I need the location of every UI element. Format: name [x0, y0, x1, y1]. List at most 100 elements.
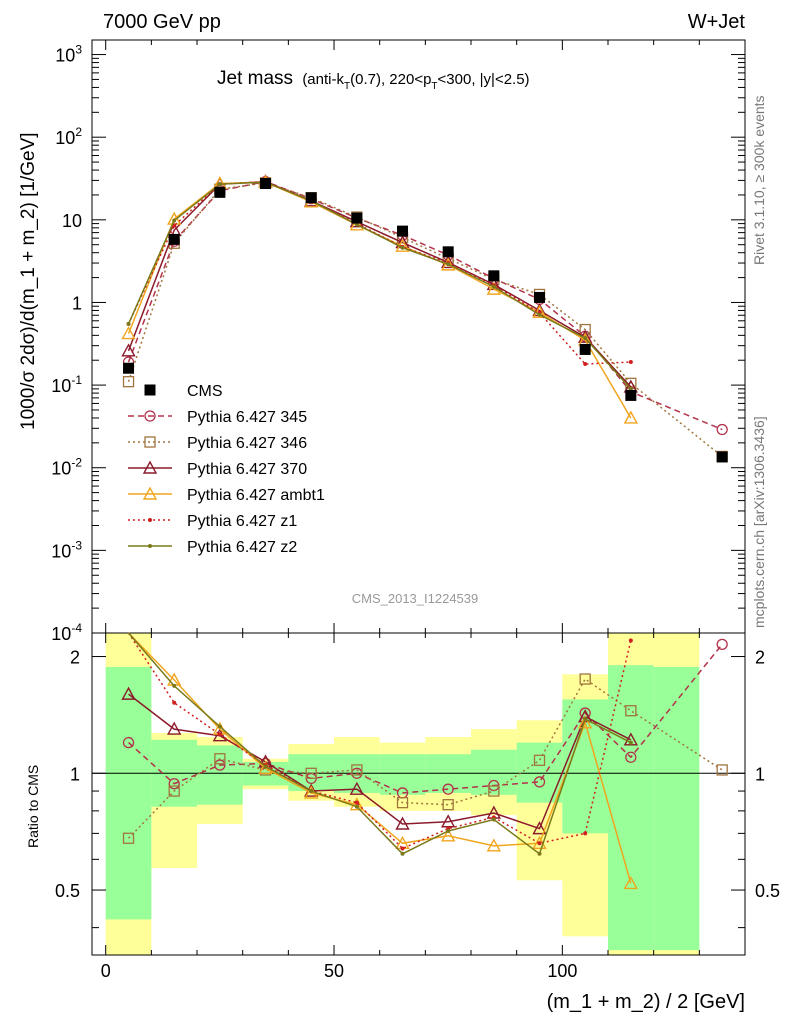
x-axis-label: (m_1 + m_2) / 2 [GeV] [547, 991, 745, 1013]
series-point [628, 386, 633, 391]
ratio-point [396, 797, 409, 809]
series-point [628, 360, 633, 365]
ratio-frame [91, 632, 746, 956]
ratio-point [217, 724, 222, 729]
y-tick-label: 102 [55, 125, 82, 148]
cms-point [260, 178, 272, 190]
rivet-label: Rivet 3.1.10, ≥ 300k events [751, 95, 767, 265]
legend-marker [144, 436, 156, 448]
y-tick-label: 10-4 [51, 621, 82, 644]
ratio-panel-series [121, 632, 728, 890]
ratio-point [168, 778, 180, 790]
title-sub-2: T [431, 81, 437, 92]
cms-point [123, 362, 135, 374]
x-tick-label: 0 [101, 961, 111, 981]
ratio-axis-label: Ratio to CMS [25, 765, 41, 848]
ratio-point [442, 783, 454, 795]
ratio-point [305, 767, 317, 779]
ratio-point [577, 715, 593, 729]
ratio-point [583, 831, 588, 836]
legend-label: Pythia 6.427 ambt1 [187, 487, 325, 504]
cms-point [305, 192, 317, 204]
cms-point [534, 291, 546, 303]
ratio-point [122, 832, 135, 844]
legend-label: Pythia 6.427 345 [187, 409, 307, 426]
band-inner [105, 666, 152, 920]
legend-marker [144, 410, 156, 422]
ratio-point [446, 828, 451, 833]
ratio-point [628, 638, 633, 643]
legend-label: Pythia 6.427 z1 [187, 513, 297, 530]
ratio-point [533, 776, 546, 788]
series-point [121, 326, 136, 340]
ratio-line [128, 693, 632, 830]
ratio-tick-label-right: 1 [755, 764, 765, 784]
ratio-point [537, 851, 542, 856]
band-inner [653, 666, 700, 951]
ratio-point [214, 753, 226, 765]
ratio-point [537, 841, 542, 846]
ratio-point [263, 764, 268, 769]
y-tick-label: 10 [62, 211, 82, 231]
ratio-point [441, 828, 456, 842]
title-sub-1: T [344, 81, 350, 92]
ratio-point [625, 705, 637, 717]
cms-point [351, 212, 363, 224]
process-label: W+Jet [688, 11, 746, 33]
ratio-line [127, 632, 632, 884]
ratio-point [400, 851, 405, 856]
main-panel-series [121, 174, 728, 463]
series-point [126, 321, 131, 326]
axes: 0 50 100 10-4 10-3 10-2 10-1 1 10 102 103 0.5 0.5 1 1 2… [51, 39, 780, 981]
ratio-point [351, 764, 363, 776]
ratio-point [628, 740, 633, 745]
series-point [121, 343, 136, 357]
ratio-point [172, 700, 177, 705]
ratio-point [491, 817, 496, 822]
ratio-point [168, 785, 180, 797]
ratio-point [121, 686, 136, 700]
title-detail-b: (0.7), 220<p [350, 71, 431, 88]
cms-point [716, 451, 728, 463]
legend-cms-label: CMS [187, 383, 223, 400]
ratio-point [349, 797, 365, 811]
legend-marker [142, 460, 158, 474]
series-point [217, 182, 222, 187]
series-point [583, 361, 588, 366]
y-tick-label: 103 [55, 43, 82, 66]
ratio-point [623, 875, 639, 890]
cms-point [168, 233, 180, 245]
ratio-point [217, 732, 222, 737]
series-point [349, 217, 365, 231]
cms-point [397, 225, 409, 237]
ratio-tick-label-right: 2 [755, 648, 765, 668]
band-inner [379, 754, 426, 795]
y-tick-label: 1 [72, 293, 82, 313]
x-tick-label: 100 [547, 961, 577, 981]
title-detail-c: <300, |y|<2.5) [438, 71, 530, 88]
series-point [583, 336, 588, 341]
legend-label: Pythia 6.427 346 [187, 435, 307, 452]
cms-point [625, 389, 637, 401]
ratio-point [309, 789, 314, 794]
cms-point [442, 246, 454, 258]
legend-cms-marker [144, 384, 156, 396]
legend-label: Pythia 6.427 370 [187, 461, 307, 478]
series-point [400, 245, 405, 250]
series-point [491, 284, 496, 289]
ratio-point [214, 759, 226, 771]
ratio-point [583, 717, 588, 722]
y-tick-label: 10-2 [51, 456, 82, 479]
series-point [172, 218, 177, 223]
series-point [623, 410, 639, 424]
ratio-tick-label: 1 [70, 764, 80, 784]
cms-point [488, 270, 500, 282]
cms-point [214, 186, 226, 198]
ratio-line [127, 677, 723, 839]
y-axis-label: 1000/σ 2dσ)/d(m_1 + m_2) [1/GeV] [18, 132, 39, 430]
legend-marker [148, 518, 152, 522]
series-point [441, 257, 456, 271]
legend: CMS Pythia 6.427 345 Pythia 6.427 346 Pythi… [128, 383, 325, 556]
ratio-point [172, 683, 177, 688]
energy-label: 7000 GeV pp [103, 11, 221, 33]
